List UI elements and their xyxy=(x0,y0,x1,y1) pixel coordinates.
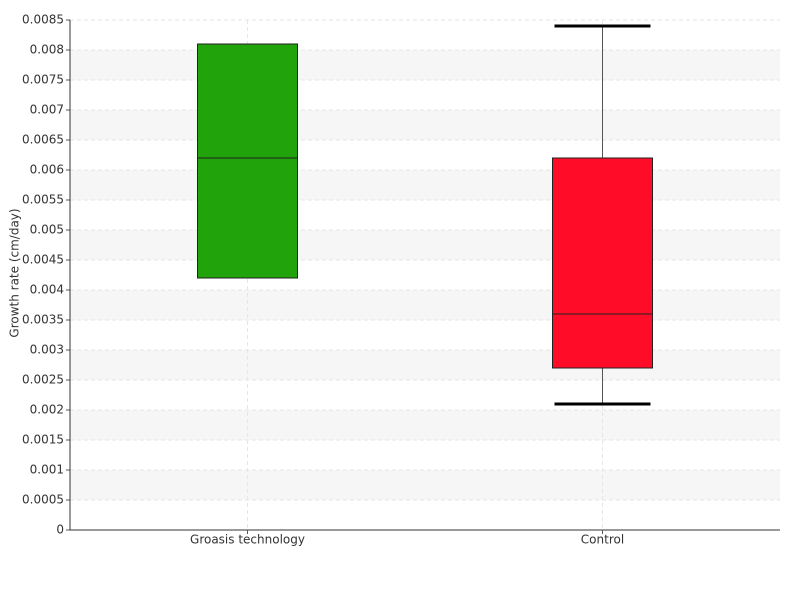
grid-band xyxy=(70,350,780,380)
y-axis-label: Growth rate (cm/day) xyxy=(8,208,22,337)
x-tick-label: Control xyxy=(581,533,624,547)
y-tick-label: 0.007 xyxy=(30,103,64,117)
y-tick-label: 0.0035 xyxy=(22,313,64,327)
grid-band xyxy=(70,470,780,500)
y-tick-label: 0.0025 xyxy=(22,373,64,387)
grid-band xyxy=(70,50,780,80)
grid-band xyxy=(70,230,780,260)
y-tick-label: 0.002 xyxy=(30,403,64,417)
y-tick-label: 0.003 xyxy=(30,343,64,357)
y-tick-label: 0.008 xyxy=(30,43,64,57)
y-tick-label: 0.004 xyxy=(30,283,64,297)
grid-band xyxy=(70,170,780,200)
y-tick-label: 0.0005 xyxy=(22,493,64,507)
y-tick-label: 0.0085 xyxy=(22,13,64,27)
box xyxy=(552,157,653,369)
grid-band xyxy=(70,410,780,440)
box xyxy=(197,43,298,279)
y-tick-label: 0.006 xyxy=(30,163,64,177)
y-tick-label: 0.001 xyxy=(30,463,64,477)
y-tick-label: 0.0055 xyxy=(22,193,64,207)
y-tick-label: 0.005 xyxy=(30,223,64,237)
y-tick-label: 0.0015 xyxy=(22,433,64,447)
grid-band xyxy=(70,290,780,320)
grid-band xyxy=(70,110,780,140)
x-tick-label: Groasis technology xyxy=(190,533,305,547)
y-tick-label: 0.0065 xyxy=(22,133,64,147)
y-tick-label: 0 xyxy=(56,523,64,537)
y-tick-label: 0.0045 xyxy=(22,253,64,267)
y-tick-label: 0.0075 xyxy=(22,73,64,87)
